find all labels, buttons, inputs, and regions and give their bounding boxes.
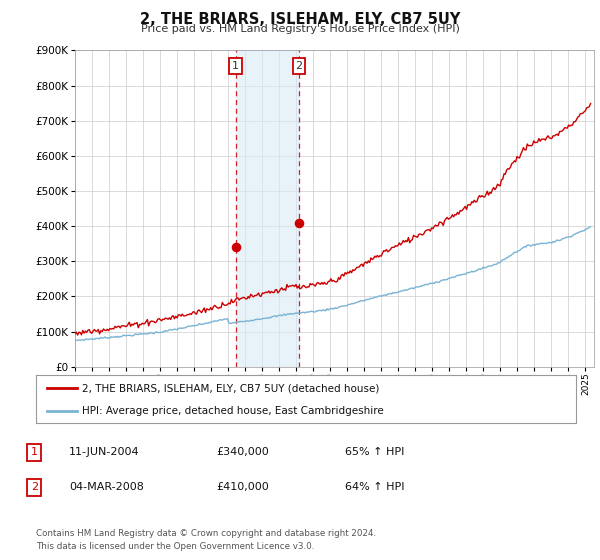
Text: £340,000: £340,000 — [216, 447, 269, 458]
Text: 2: 2 — [296, 61, 302, 71]
Bar — [236, 50, 299, 367]
Text: £410,000: £410,000 — [216, 482, 269, 492]
Text: 2, THE BRIARS, ISLEHAM, ELY, CB7 5UY (detached house): 2, THE BRIARS, ISLEHAM, ELY, CB7 5UY (de… — [82, 383, 379, 393]
Text: 1: 1 — [232, 61, 239, 71]
Text: Contains HM Land Registry data © Crown copyright and database right 2024.
This d: Contains HM Land Registry data © Crown c… — [36, 529, 376, 550]
Text: 2: 2 — [31, 482, 38, 492]
Text: HPI: Average price, detached house, East Cambridgeshire: HPI: Average price, detached house, East… — [82, 406, 383, 416]
Text: 04-MAR-2008: 04-MAR-2008 — [69, 482, 144, 492]
Text: 1: 1 — [31, 447, 38, 458]
Text: 11-JUN-2004: 11-JUN-2004 — [69, 447, 140, 458]
Point — [295, 218, 304, 227]
Text: 65% ↑ HPI: 65% ↑ HPI — [345, 447, 404, 458]
Text: Price paid vs. HM Land Registry's House Price Index (HPI): Price paid vs. HM Land Registry's House … — [140, 24, 460, 34]
Text: 64% ↑ HPI: 64% ↑ HPI — [345, 482, 404, 492]
Point — [231, 243, 241, 252]
Text: 2, THE BRIARS, ISLEHAM, ELY, CB7 5UY: 2, THE BRIARS, ISLEHAM, ELY, CB7 5UY — [140, 12, 460, 27]
